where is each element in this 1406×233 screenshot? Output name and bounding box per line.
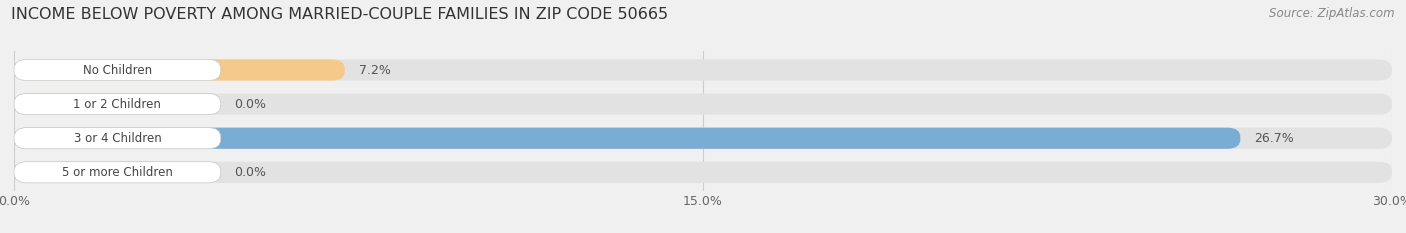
Text: INCOME BELOW POVERTY AMONG MARRIED-COUPLE FAMILIES IN ZIP CODE 50665: INCOME BELOW POVERTY AMONG MARRIED-COUPL…: [11, 7, 668, 22]
FancyBboxPatch shape: [14, 59, 221, 81]
FancyBboxPatch shape: [14, 128, 221, 149]
Text: Source: ZipAtlas.com: Source: ZipAtlas.com: [1270, 7, 1395, 20]
FancyBboxPatch shape: [14, 93, 221, 115]
FancyBboxPatch shape: [14, 162, 221, 183]
FancyBboxPatch shape: [14, 162, 221, 183]
FancyBboxPatch shape: [14, 59, 344, 81]
FancyBboxPatch shape: [14, 128, 1240, 149]
Text: 5 or more Children: 5 or more Children: [62, 166, 173, 179]
Text: 3 or 4 Children: 3 or 4 Children: [73, 132, 162, 145]
FancyBboxPatch shape: [14, 93, 221, 115]
Text: 1 or 2 Children: 1 or 2 Children: [73, 98, 162, 111]
FancyBboxPatch shape: [14, 59, 1392, 81]
Text: 0.0%: 0.0%: [235, 98, 267, 111]
FancyBboxPatch shape: [14, 93, 1392, 115]
Text: 0.0%: 0.0%: [235, 166, 267, 179]
Text: No Children: No Children: [83, 64, 152, 76]
FancyBboxPatch shape: [14, 162, 1392, 183]
FancyBboxPatch shape: [14, 128, 1392, 149]
Text: 7.2%: 7.2%: [359, 64, 391, 76]
Text: 26.7%: 26.7%: [1254, 132, 1294, 145]
